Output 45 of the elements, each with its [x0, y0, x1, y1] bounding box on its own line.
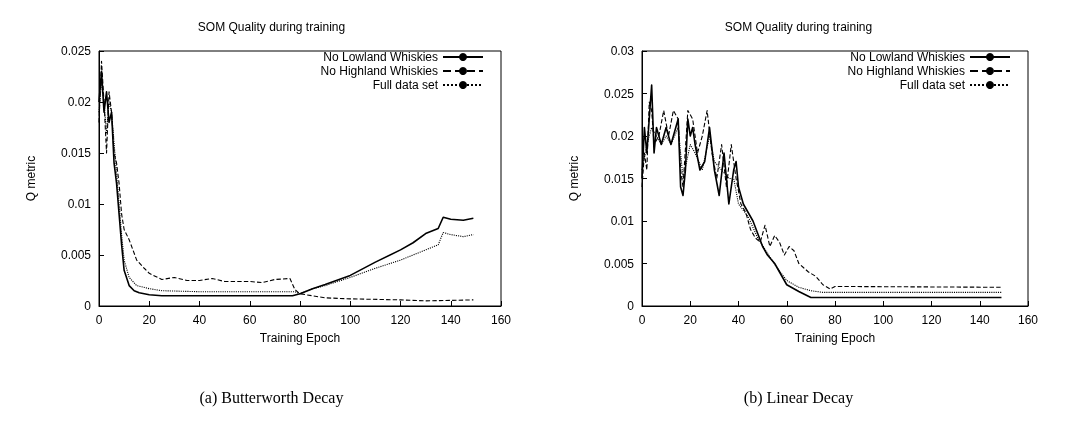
y-tick-label: 0 [84, 299, 92, 313]
x-tick-label: 140 [969, 313, 991, 327]
y-tick-label: 0.03 [610, 44, 635, 58]
y-tick-label: 0.02 [610, 129, 635, 143]
text: (b) Linear Decay [743, 388, 854, 407]
x-tick-label: 20 [142, 313, 157, 327]
x-tick-label: 100 [873, 313, 894, 327]
x-tick-label: 40 [731, 313, 746, 327]
x-axis-title: Training Epoch [794, 331, 876, 345]
x-tick-label: 0 [95, 313, 103, 327]
y-tick-label: 0.02 [67, 95, 92, 109]
x-tick-label: 140 [440, 313, 462, 327]
x-tick-label: 80 [828, 313, 842, 327]
x-tick-label: 60 [780, 313, 794, 327]
x-axis-title: Training Epoch [259, 331, 341, 345]
x-tick-label: 60 [243, 313, 257, 327]
y-tick-label: 0.005 [60, 248, 92, 262]
y-tick-label: 0.01 [67, 197, 92, 211]
x-tick-label: 0 [638, 313, 646, 327]
legend-label: Full data set [899, 78, 966, 92]
chart-title: SOM Quality during training [197, 20, 346, 34]
x-tick-label: 160 [1017, 313, 1039, 327]
y-tick-label: 0.025 [603, 86, 635, 101]
y-tick-label: 0.015 [60, 146, 92, 160]
legend-label: No Highland Whiskies [320, 64, 438, 78]
y-tick-label: 0.01 [610, 214, 635, 228]
legend-label: No Highland Whiskies [847, 64, 965, 78]
y-tick-label: 0.005 [603, 256, 635, 271]
x-tick-label: 80 [293, 313, 307, 327]
x-tick-label: 120 [390, 313, 411, 327]
text: (a) Butterworth Decay [199, 388, 344, 407]
x-tick-label: 120 [921, 313, 942, 327]
x-tick-label: 160 [490, 313, 512, 327]
x-tick-label: 20 [683, 313, 698, 327]
legend-label: No Lowland Whiskies [323, 50, 438, 64]
x-tick-label: 100 [340, 313, 361, 327]
x-tick-label: 40 [192, 313, 207, 327]
y-axis-title: Q metric [567, 155, 581, 202]
chart-title: SOM Quality during training [724, 20, 873, 34]
y-tick-label: 0.015 [603, 171, 635, 186]
legend-label: Full data set [372, 78, 439, 92]
y-tick-label: 0 [627, 299, 635, 313]
y-axis-title: Q metric [24, 155, 38, 202]
legend-label: No Lowland Whiskies [850, 50, 965, 64]
y-tick-label: 0.025 [60, 44, 92, 58]
